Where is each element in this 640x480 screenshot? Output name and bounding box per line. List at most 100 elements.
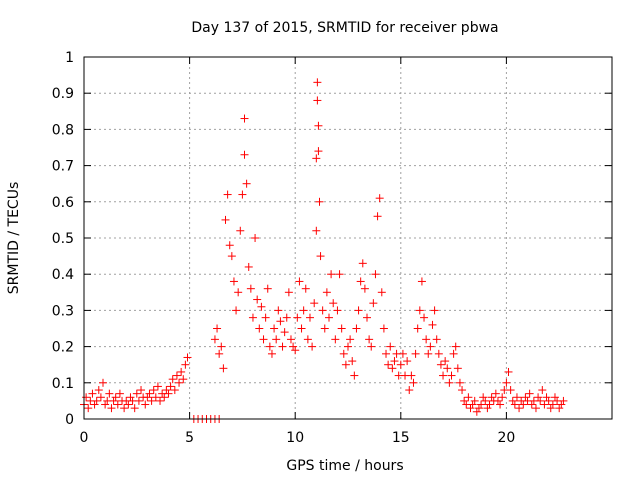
data-point	[253, 295, 262, 304]
data-point	[312, 226, 321, 235]
data-point	[375, 194, 384, 203]
data-point	[367, 342, 376, 351]
data-point	[555, 404, 564, 413]
data-point	[101, 400, 110, 409]
y-tick-label: 0.4	[52, 267, 74, 283]
data-point	[310, 299, 319, 308]
data-point	[289, 342, 298, 351]
data-point	[443, 364, 452, 373]
data-point	[455, 378, 464, 387]
data-point	[240, 114, 249, 123]
data-point	[525, 389, 534, 398]
data-point	[259, 335, 268, 344]
y-tick-label: 0.2	[52, 340, 74, 356]
data-point	[451, 342, 460, 351]
data-point	[432, 335, 441, 344]
data-point	[350, 371, 359, 380]
data-point	[149, 386, 158, 395]
data-point	[94, 386, 103, 395]
data-point	[215, 349, 224, 358]
data-point	[172, 371, 181, 380]
data-point	[316, 252, 325, 261]
x-tick-label: 10	[286, 430, 304, 446]
data-point	[126, 393, 135, 402]
data-point	[153, 382, 162, 391]
data-point	[244, 262, 253, 271]
data-point	[166, 382, 175, 391]
x-axis-label: GPS time / hours	[286, 458, 403, 474]
data-point	[333, 306, 342, 315]
data-point	[371, 270, 380, 279]
data-point	[436, 360, 445, 369]
data-point	[327, 270, 336, 279]
data-point	[487, 393, 496, 402]
data-point	[559, 396, 568, 405]
data-point	[314, 147, 323, 156]
data-point	[280, 328, 289, 337]
y-axis-label: SRMTID / TECUs	[6, 182, 22, 295]
data-point	[382, 349, 391, 358]
data-point	[229, 277, 238, 286]
data-point	[405, 386, 414, 395]
data-point	[449, 349, 458, 358]
data-point	[341, 360, 350, 369]
data-point	[348, 357, 357, 366]
data-point	[225, 241, 234, 250]
data-point	[313, 96, 322, 105]
data-point	[445, 378, 454, 387]
data-point	[479, 393, 488, 402]
data-point	[356, 277, 365, 286]
data-point	[124, 400, 133, 409]
data-point	[164, 389, 173, 398]
data-point	[272, 335, 281, 344]
data-point	[390, 357, 399, 366]
data-point	[255, 324, 264, 333]
axis-ticks	[83, 56, 612, 420]
data-point	[246, 284, 255, 293]
data-point	[145, 389, 154, 398]
data-point	[496, 400, 505, 409]
data-point	[96, 393, 105, 402]
data-point	[143, 393, 152, 402]
data-point	[305, 313, 314, 322]
y-tick-label: 0.7	[52, 159, 74, 175]
data-point	[107, 404, 116, 413]
data-point	[147, 396, 156, 405]
data-point	[344, 342, 352, 351]
data-point	[132, 389, 141, 398]
data-point	[162, 386, 171, 395]
data-point	[466, 404, 475, 413]
y-tick-label: 0.1	[52, 376, 74, 392]
data-point	[386, 342, 395, 351]
y-tick-label: 1	[65, 50, 74, 66]
data-point	[358, 259, 367, 268]
data-point	[477, 400, 486, 409]
data-point	[99, 378, 108, 387]
data-point	[265, 342, 274, 351]
data-point	[242, 179, 251, 188]
data-point	[181, 360, 190, 369]
data-point	[485, 400, 494, 409]
data-point	[331, 335, 340, 344]
x-tick-label: 0	[80, 430, 89, 446]
data-point	[314, 121, 323, 130]
data-point	[105, 389, 114, 398]
data-point	[219, 364, 228, 373]
data-point	[493, 396, 502, 405]
data-point	[270, 324, 279, 333]
data-point	[236, 226, 245, 235]
data-point	[426, 342, 435, 351]
data-point	[339, 349, 348, 358]
data-point	[544, 396, 553, 405]
data-point	[88, 389, 97, 398]
chart-title: Day 137 of 2015, SRMTID for receiver pbw…	[191, 20, 498, 36]
data-point	[420, 313, 429, 322]
data-point	[458, 386, 467, 395]
data-point	[468, 400, 477, 409]
data-point	[320, 324, 329, 333]
data-point	[151, 393, 160, 402]
data-point	[531, 404, 540, 413]
data-point	[137, 386, 146, 395]
data-point	[379, 324, 388, 333]
data-point	[276, 317, 285, 326]
